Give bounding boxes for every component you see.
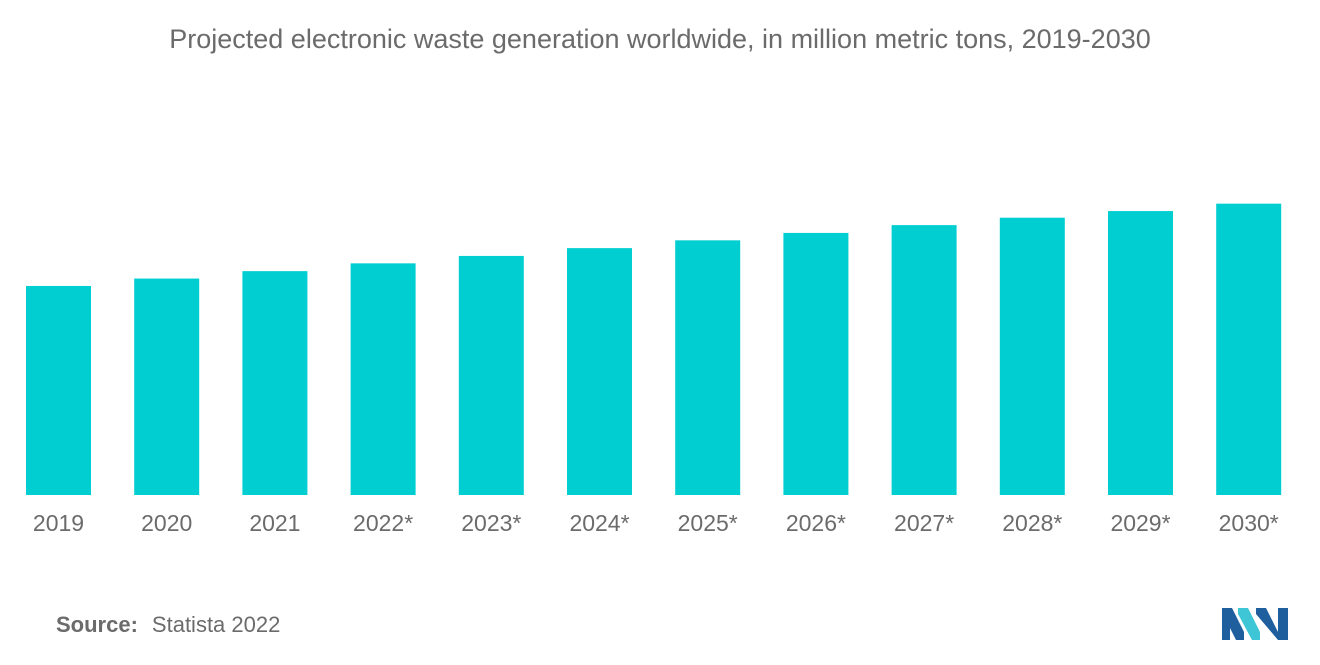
x-tick-label: 2025*: [678, 510, 738, 536]
source-label: Source:: [56, 612, 138, 637]
bar-2029: [1108, 211, 1173, 495]
source-text: Statista 2022: [151, 612, 281, 637]
bar-2026: [783, 232, 849, 496]
x-tick-label: 2027*: [894, 510, 954, 536]
bar-2020: [134, 278, 200, 495]
x-tick-label: 2019: [33, 510, 84, 536]
logo-middle-stroke: [1238, 608, 1260, 640]
x-tick-label: 2021: [249, 510, 300, 536]
x-tick-label: 2023*: [461, 510, 521, 536]
x-tick-label: 2024*: [569, 510, 629, 536]
mordor-intelligence-logo-icon: [1222, 608, 1288, 640]
bar-2022: [350, 263, 416, 495]
chart-title: Projected electronic waste generation wo…: [169, 24, 1151, 54]
bar-2030: [1216, 203, 1282, 496]
source-note: Source: Statista 2022: [56, 612, 280, 638]
bar-2019: [26, 285, 91, 495]
logo-left-stroke: [1222, 608, 1244, 640]
bar-2028: [999, 217, 1065, 495]
bar-2021: [242, 271, 308, 495]
x-tick-label: 2030*: [1219, 510, 1279, 536]
bar-2023: [458, 255, 524, 495]
logo-right-stroke: [1256, 608, 1288, 640]
x-tick-labels: 2019 2020 2021 2022* 2023* 2024* 2025* 2026* 202…: [33, 510, 1279, 536]
x-tick-label: 2020: [141, 510, 192, 536]
x-tick-label: 2028*: [1002, 510, 1062, 536]
x-tick-label: 2022*: [353, 510, 413, 536]
x-tick-label: 2026*: [786, 510, 846, 536]
bar-2025: [675, 240, 741, 495]
bar-2024: [567, 248, 632, 495]
x-tick-label: 2029*: [1110, 510, 1170, 536]
bars-group: [26, 203, 1282, 496]
bar-2027: [891, 225, 957, 495]
